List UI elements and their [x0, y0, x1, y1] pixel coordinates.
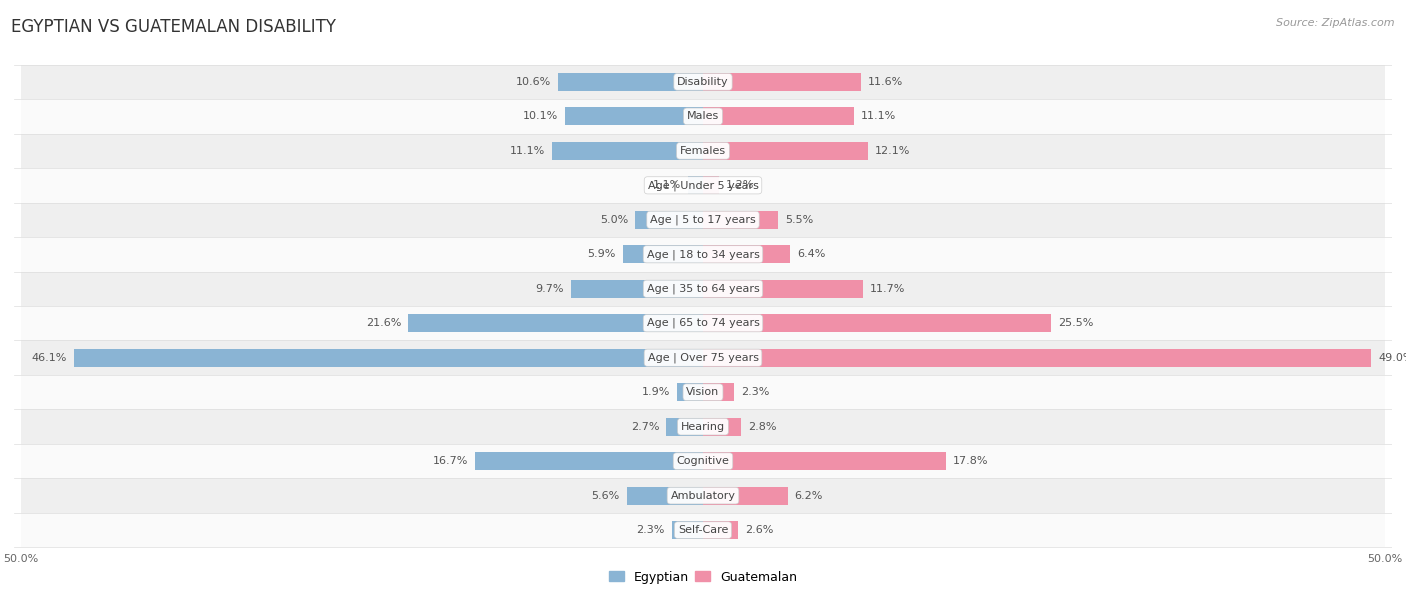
Bar	[666, 418, 703, 436]
Text: 21.6%: 21.6%	[366, 318, 402, 328]
Bar	[565, 107, 703, 125]
Text: 2.8%: 2.8%	[748, 422, 776, 431]
Legend: Egyptian, Guatemalan: Egyptian, Guatemalan	[603, 565, 803, 589]
Text: 17.8%: 17.8%	[953, 456, 988, 466]
Text: Age | 5 to 17 years: Age | 5 to 17 years	[650, 215, 756, 225]
Text: 1.1%: 1.1%	[652, 181, 681, 190]
Bar	[21, 133, 1385, 168]
Text: 5.9%: 5.9%	[588, 249, 616, 259]
Text: 12.1%: 12.1%	[875, 146, 910, 156]
Text: Age | 65 to 74 years: Age | 65 to 74 years	[647, 318, 759, 329]
Bar	[703, 176, 720, 194]
Bar	[21, 444, 1385, 479]
Bar	[21, 513, 1385, 547]
Text: 46.1%: 46.1%	[32, 353, 67, 363]
Text: 5.0%: 5.0%	[600, 215, 628, 225]
Text: 2.3%: 2.3%	[741, 387, 769, 397]
Bar	[21, 340, 1385, 375]
Bar	[703, 245, 790, 263]
Text: 5.6%: 5.6%	[592, 491, 620, 501]
Bar	[623, 245, 703, 263]
Text: 6.2%: 6.2%	[794, 491, 823, 501]
Bar	[703, 452, 946, 470]
Text: Source: ZipAtlas.com: Source: ZipAtlas.com	[1277, 18, 1395, 28]
Bar	[627, 487, 703, 505]
Bar	[672, 521, 703, 539]
Text: 11.1%: 11.1%	[862, 111, 897, 121]
Bar	[703, 73, 862, 91]
Text: Vision: Vision	[686, 387, 720, 397]
Text: 10.6%: 10.6%	[516, 77, 551, 87]
Bar	[558, 73, 703, 91]
Text: 5.5%: 5.5%	[785, 215, 813, 225]
Bar	[75, 349, 703, 367]
Bar	[703, 349, 1371, 367]
Bar	[21, 99, 1385, 133]
Bar	[703, 315, 1050, 332]
Bar	[678, 383, 703, 401]
Text: 1.2%: 1.2%	[725, 181, 755, 190]
Text: Ambulatory: Ambulatory	[671, 491, 735, 501]
Text: 25.5%: 25.5%	[1057, 318, 1092, 328]
Text: Age | Under 5 years: Age | Under 5 years	[648, 180, 758, 190]
Text: 2.7%: 2.7%	[631, 422, 659, 431]
Text: 2.6%: 2.6%	[745, 525, 773, 535]
Text: 11.7%: 11.7%	[869, 284, 905, 294]
Bar	[21, 306, 1385, 340]
Bar	[703, 280, 863, 297]
Text: 11.1%: 11.1%	[509, 146, 544, 156]
Text: Self-Care: Self-Care	[678, 525, 728, 535]
Bar	[703, 418, 741, 436]
Bar	[21, 203, 1385, 237]
Text: 1.9%: 1.9%	[643, 387, 671, 397]
Text: EGYPTIAN VS GUATEMALAN DISABILITY: EGYPTIAN VS GUATEMALAN DISABILITY	[11, 18, 336, 36]
Bar	[475, 452, 703, 470]
Bar	[703, 487, 787, 505]
Text: Disability: Disability	[678, 77, 728, 87]
Bar	[21, 272, 1385, 306]
Text: 10.1%: 10.1%	[523, 111, 558, 121]
Text: 11.6%: 11.6%	[868, 77, 903, 87]
Text: Cognitive: Cognitive	[676, 456, 730, 466]
Text: Hearing: Hearing	[681, 422, 725, 431]
Bar	[703, 383, 734, 401]
Bar	[551, 142, 703, 160]
Bar	[688, 176, 703, 194]
Bar	[634, 211, 703, 229]
Text: Males: Males	[688, 111, 718, 121]
Bar	[21, 409, 1385, 444]
Text: 9.7%: 9.7%	[536, 284, 564, 294]
Bar	[21, 65, 1385, 99]
Text: Age | 35 to 64 years: Age | 35 to 64 years	[647, 283, 759, 294]
Text: 2.3%: 2.3%	[637, 525, 665, 535]
Bar	[408, 315, 703, 332]
Bar	[703, 107, 855, 125]
Bar	[571, 280, 703, 297]
Bar	[703, 142, 868, 160]
Bar	[703, 521, 738, 539]
Text: 49.0%: 49.0%	[1378, 353, 1406, 363]
Text: 16.7%: 16.7%	[433, 456, 468, 466]
Text: Age | Over 75 years: Age | Over 75 years	[648, 353, 758, 363]
Bar	[21, 375, 1385, 409]
Text: 6.4%: 6.4%	[797, 249, 825, 259]
Text: Females: Females	[681, 146, 725, 156]
Bar	[21, 479, 1385, 513]
Text: Age | 18 to 34 years: Age | 18 to 34 years	[647, 249, 759, 259]
Bar	[21, 237, 1385, 272]
Bar	[21, 168, 1385, 203]
Bar	[703, 211, 778, 229]
